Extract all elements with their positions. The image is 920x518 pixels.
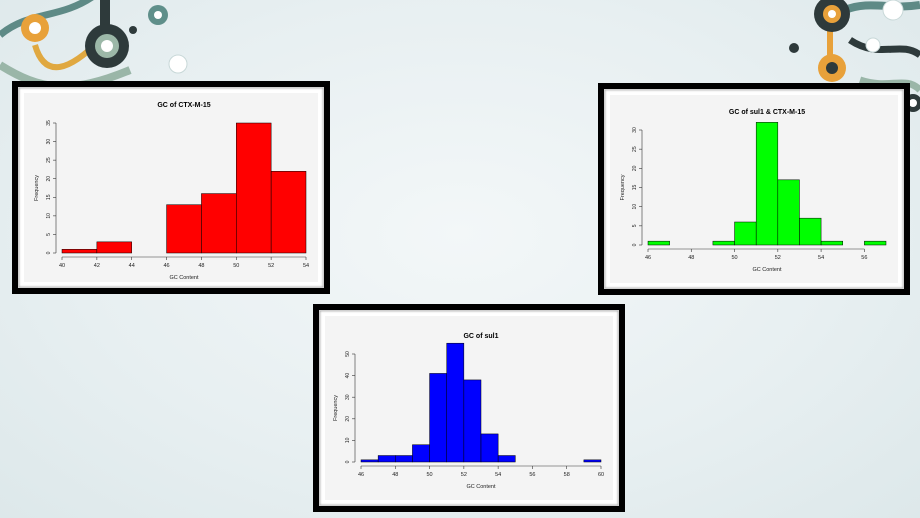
y-axis-label: Frequency bbox=[34, 175, 40, 201]
x-tick-label: 56 bbox=[861, 255, 867, 261]
histogram-bar bbox=[236, 122, 272, 254]
x-tick-label: 48 bbox=[688, 255, 694, 261]
histogram-bar bbox=[201, 193, 237, 254]
x-tick-label: 56 bbox=[529, 472, 535, 478]
x-axis-label: GC Content bbox=[169, 275, 199, 281]
x-axis-label: GC Content bbox=[466, 484, 496, 490]
x-tick-label: 54 bbox=[495, 472, 501, 478]
histogram-bar bbox=[712, 240, 735, 246]
y-tick-label: 25 bbox=[46, 157, 52, 163]
histogram-bar bbox=[647, 240, 670, 246]
histogram-bar bbox=[497, 455, 516, 463]
x-tick-label: 54 bbox=[818, 255, 824, 261]
x-tick-label: 58 bbox=[564, 472, 570, 478]
chart-frame-sul1: GC of sul1 46 48 50 52 54 56 58 60 GC Content 0 10 2… bbox=[313, 304, 625, 512]
x-tick-label: 50 bbox=[731, 255, 737, 261]
histogram-bar bbox=[799, 217, 822, 246]
chart-frame-ctx-m-15: GC of CTX-M-15 40 42 44 46 48 50 52 54 GC Content… bbox=[12, 81, 330, 294]
left-molecule-graphic bbox=[0, 0, 188, 91]
x-tick-label: 52 bbox=[775, 255, 781, 261]
y-tick-label: 35 bbox=[46, 120, 52, 126]
x-tick-label: 46 bbox=[645, 255, 651, 261]
x-tick-label: 60 bbox=[598, 472, 604, 478]
y-tick-label: 0 bbox=[345, 460, 351, 463]
y-tick-label: 5 bbox=[46, 233, 52, 236]
histogram-bar bbox=[820, 240, 843, 246]
y-tick-label: 15 bbox=[46, 194, 52, 200]
y-tick-label: 0 bbox=[632, 243, 638, 246]
y-tick-label: 20 bbox=[345, 416, 351, 422]
y-tick-label: 30 bbox=[345, 394, 351, 400]
y-axis-label: Frequency bbox=[333, 395, 339, 421]
histogram-bar bbox=[61, 249, 98, 254]
chart-background bbox=[610, 95, 898, 283]
x-tick-label: 54 bbox=[303, 263, 309, 269]
y-axis-label: Frequency bbox=[620, 174, 626, 200]
y-tick-label: 0 bbox=[46, 251, 52, 254]
y-tick-label: 30 bbox=[632, 127, 638, 133]
chart-frame-sul1-ctx-m-15: GC of sul1 & CTX-M-15 46 48 50 52 54 56 GC Cont… bbox=[598, 83, 910, 295]
histogram-bar bbox=[583, 459, 602, 463]
histogram-bar bbox=[755, 122, 779, 246]
y-tick-label: 50 bbox=[345, 351, 351, 357]
chart-title: GC of sul1 & CTX-M-15 bbox=[729, 109, 805, 116]
histogram-bar bbox=[360, 459, 379, 463]
x-tick-label: 50 bbox=[233, 263, 239, 269]
x-tick-label: 52 bbox=[268, 263, 274, 269]
x-tick-label: 40 bbox=[59, 263, 65, 269]
histogram-sul1: GC of sul1 46 48 50 52 54 56 58 60 GC Content 0 10 2… bbox=[325, 316, 613, 500]
x-tick-label: 44 bbox=[129, 263, 135, 269]
x-tick-label: 42 bbox=[94, 263, 100, 269]
x-tick-label: 48 bbox=[198, 263, 204, 269]
y-tick-label: 40 bbox=[345, 373, 351, 379]
y-tick-label: 10 bbox=[632, 204, 638, 210]
histogram-bar bbox=[446, 342, 465, 463]
x-tick-label: 50 bbox=[427, 472, 433, 478]
histogram-bar bbox=[96, 241, 132, 254]
y-tick-label: 10 bbox=[46, 213, 52, 219]
histogram-bar bbox=[395, 455, 413, 463]
histogram-bar bbox=[777, 179, 800, 246]
x-tick-label: 48 bbox=[392, 472, 398, 478]
x-tick-label: 46 bbox=[358, 472, 364, 478]
histogram-bar bbox=[412, 444, 430, 463]
y-tick-label: 5 bbox=[632, 224, 638, 227]
x-tick-label: 46 bbox=[164, 263, 170, 269]
y-tick-label: 30 bbox=[46, 139, 52, 145]
y-tick-label: 20 bbox=[632, 165, 638, 171]
y-tick-label: 25 bbox=[632, 146, 638, 152]
x-axis-label: GC Content bbox=[752, 267, 782, 273]
histogram-bar bbox=[377, 455, 396, 463]
histogram-bar bbox=[864, 240, 887, 246]
histogram-bar bbox=[734, 221, 757, 246]
x-tick-label: 52 bbox=[461, 472, 467, 478]
y-tick-label: 10 bbox=[345, 437, 351, 443]
histogram-bar bbox=[463, 379, 482, 463]
chart-title: GC of sul1 bbox=[463, 333, 498, 340]
histogram-bar bbox=[166, 204, 202, 254]
histogram-bar bbox=[429, 373, 447, 463]
histogram-bar bbox=[480, 433, 499, 463]
y-tick-label: 20 bbox=[46, 176, 52, 182]
y-tick-label: 15 bbox=[632, 185, 638, 191]
chart-title: GC of CTX-M-15 bbox=[157, 102, 210, 109]
histogram-bar bbox=[270, 171, 307, 254]
